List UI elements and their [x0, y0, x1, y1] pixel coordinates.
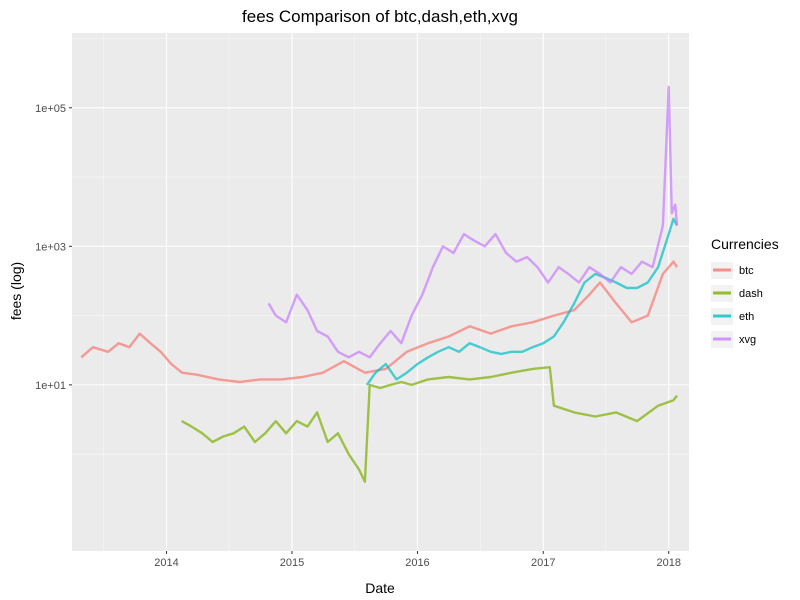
- y-tick-label: 1e+03: [35, 241, 66, 253]
- x-tick-label: 2017: [531, 557, 555, 569]
- x-tick-label: 2016: [405, 557, 429, 569]
- x-axis-title: Date: [365, 580, 395, 596]
- series-line-xvg: [267, 85, 679, 359]
- series-line-btc: [80, 260, 679, 384]
- legend-label-eth: eth: [739, 311, 754, 323]
- series-layer: [80, 85, 679, 483]
- legend-label-btc: btc: [739, 265, 754, 277]
- y-tick-label: 1e+01: [35, 380, 66, 392]
- y-tick-label: 1e+05: [35, 103, 66, 115]
- grid-lines: [72, 33, 689, 551]
- legend-label-dash: dash: [739, 288, 763, 300]
- chart-title: fees Comparison of btc,dash,eth,xvg: [242, 7, 518, 26]
- x-tick-label: 2014: [154, 557, 178, 569]
- y-axis: 1e+01 1e+03 1e+05: [35, 103, 72, 392]
- legend-label-xvg: xvg: [739, 334, 756, 346]
- x-tick-label: 2015: [280, 557, 304, 569]
- x-tick-label: 2018: [656, 557, 680, 569]
- legend: Currencies btc dash eth xvg: [711, 236, 779, 348]
- series-line-eth: [365, 217, 679, 386]
- x-axis: 2014 2015 2016 2017 2018: [154, 551, 681, 569]
- plot-panel: [72, 33, 689, 551]
- series-line-dash: [181, 366, 678, 483]
- legend-title: Currencies: [711, 236, 779, 252]
- y-axis-title: fees (log): [8, 262, 24, 320]
